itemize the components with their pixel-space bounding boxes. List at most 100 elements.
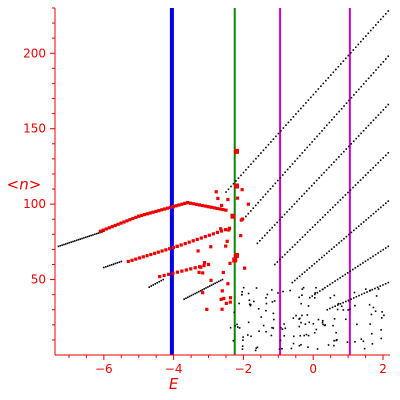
data-point (291, 281, 294, 284)
data-point (301, 288, 304, 290)
data-point (183, 241, 187, 246)
data-point (323, 254, 326, 257)
data-point (324, 286, 326, 289)
data-point (122, 220, 126, 224)
data-point (363, 347, 366, 350)
data-point (203, 288, 206, 290)
data-point (305, 333, 308, 336)
data-point (145, 212, 149, 216)
data-point (247, 212, 250, 215)
data-point (208, 285, 211, 287)
data-point (218, 280, 220, 283)
data-point (369, 257, 372, 259)
data-point (271, 301, 274, 303)
data-point (186, 296, 189, 299)
data-point (250, 163, 252, 166)
data-point (156, 250, 160, 254)
data-point (326, 211, 329, 214)
data-point (320, 174, 323, 177)
data-point (247, 292, 250, 295)
data-point (277, 132, 280, 135)
data-point (348, 233, 350, 236)
data-point (201, 271, 205, 275)
data-point (103, 266, 105, 269)
data-point (359, 179, 362, 181)
data-point (168, 247, 172, 251)
data-point (371, 288, 374, 291)
data-point (321, 319, 324, 322)
data-point (312, 322, 315, 325)
y-tick-label: 100 (23, 197, 46, 211)
data-point (347, 145, 350, 148)
data-point (186, 201, 190, 205)
data-point (372, 166, 374, 169)
data-point (215, 230, 219, 235)
data-point (228, 261, 232, 265)
data-point (116, 262, 119, 264)
data-point (171, 271, 175, 275)
data-point (220, 203, 224, 208)
data-point (216, 281, 218, 284)
data-point (59, 244, 62, 247)
data-point (387, 152, 390, 154)
data-point (313, 331, 316, 334)
data-point (203, 204, 207, 208)
data-point (350, 231, 353, 234)
data-point (352, 186, 354, 189)
data-point (330, 74, 332, 76)
data-point (302, 286, 305, 289)
data-point (343, 150, 345, 153)
data-point (242, 286, 245, 289)
data-point (383, 314, 385, 317)
data-point (156, 281, 158, 284)
data-point (134, 257, 138, 261)
data-point (265, 302, 268, 305)
data-point (360, 132, 362, 135)
y-tick-label: 50 (31, 273, 46, 287)
data-point (372, 119, 375, 122)
data-point (164, 248, 168, 252)
data-point (98, 229, 102, 233)
data-point (345, 235, 348, 238)
data-point (70, 241, 72, 243)
data-point (266, 232, 269, 234)
data-point (335, 331, 337, 334)
data-point (384, 154, 387, 157)
data-point (381, 311, 383, 313)
data-point (334, 204, 337, 206)
data-point (88, 235, 91, 237)
data-point (375, 116, 377, 119)
data-point (298, 325, 301, 328)
data-point (313, 182, 315, 184)
data-point (289, 248, 291, 251)
data-point (321, 216, 324, 219)
data-point (258, 330, 260, 333)
data-point (294, 160, 296, 163)
data-point (225, 191, 227, 193)
data-point (154, 209, 158, 214)
data-point (265, 309, 267, 312)
data-point (318, 258, 321, 261)
data-point (209, 245, 213, 249)
data-point (382, 15, 385, 18)
data-point (267, 190, 269, 193)
data-point (280, 327, 282, 329)
data-point (367, 124, 370, 127)
data-point (336, 338, 338, 341)
data-point (289, 165, 291, 168)
data-point (250, 335, 252, 338)
data-point (370, 214, 372, 217)
data-point (315, 328, 318, 331)
data-point (57, 245, 60, 248)
data-point (184, 268, 188, 272)
data-point (332, 71, 335, 74)
data-point (262, 324, 265, 327)
data-point (193, 266, 197, 270)
y-tick-label: 200 (23, 46, 46, 60)
data-point (264, 193, 267, 196)
data-point (308, 143, 311, 146)
data-point (272, 312, 275, 315)
data-point (302, 104, 305, 107)
data-point (281, 174, 284, 176)
data-point (148, 211, 152, 215)
